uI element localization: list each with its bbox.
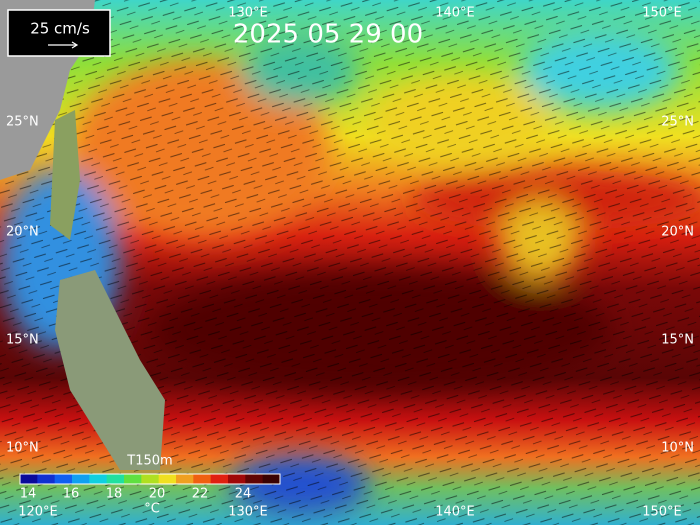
colorbar-swatch (20, 474, 38, 484)
colorbar-swatch (72, 474, 90, 484)
colorbar-tick-label: 24 (235, 487, 252, 502)
lon-label: 130°E (228, 505, 268, 520)
colorbar-swatch (37, 474, 56, 484)
colorbar-unit: °C (144, 502, 160, 517)
lat-label: 10°N (661, 441, 694, 456)
colorbar-swatch (262, 474, 281, 484)
colorbar-swatch (193, 474, 212, 484)
lat-label: 15°N (6, 333, 39, 348)
lat-label: 15°N (661, 333, 694, 348)
colorbar-tick-label: 16 (63, 487, 80, 502)
colorbar-swatch (228, 474, 246, 484)
scale-label: 25 cm/s (30, 20, 90, 38)
lat-label: 20°N (661, 225, 694, 240)
colorbar-swatch (54, 474, 73, 484)
lon-label: 130°E (228, 6, 268, 21)
colorbar-swatch (106, 474, 125, 484)
lat-label: 25°N (661, 115, 694, 130)
lon-label: 140°E (435, 6, 475, 21)
colorbar-swatch (89, 474, 108, 484)
colorbar-variable: T150m (126, 454, 172, 469)
colorbar-tick-label: 18 (106, 487, 123, 502)
colorbar-tick-label: 20 (149, 487, 166, 502)
colorbar-tick-label: 14 (20, 487, 37, 502)
colorbar: 14 16 18 20 22 24 (19, 473, 281, 502)
colorbar-swatch (176, 474, 194, 484)
colorbar-swatch (141, 474, 160, 484)
colorbar-swatch (245, 474, 264, 484)
lon-label: 150°E (642, 505, 682, 520)
colorbar-swatch (210, 474, 229, 484)
lat-label: 10°N (6, 441, 39, 456)
lat-label: 20°N (6, 225, 39, 240)
scale-arrow-head (71, 41, 79, 49)
colorbar-tick-label: 22 (192, 487, 209, 502)
land-philippines (55, 270, 165, 470)
lon-label: 120°E (18, 505, 58, 520)
colorbar-frame (19, 473, 281, 485)
lon-label: 140°E (435, 505, 475, 520)
colorbar-swatch (124, 474, 142, 484)
lon-label: 150°E (642, 6, 682, 21)
colorbar-swatch (158, 474, 177, 484)
timestamp: 2025 05 29 00 (233, 20, 423, 50)
land-taiwan (50, 110, 80, 240)
lat-label: 25°N (6, 115, 39, 130)
scale-box (7, 9, 111, 57)
